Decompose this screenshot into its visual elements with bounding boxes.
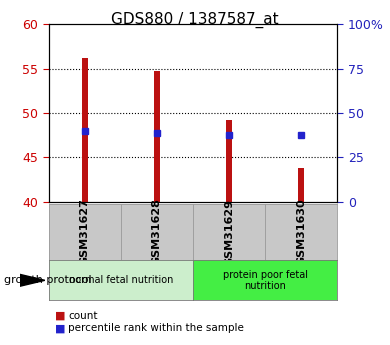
Text: ■: ■ <box>55 311 65 321</box>
Text: GSM31628: GSM31628 <box>152 199 162 265</box>
Bar <box>298 168 304 202</box>
Text: GSM31627: GSM31627 <box>80 199 90 265</box>
Text: protein poor fetal
nutrition: protein poor fetal nutrition <box>223 269 308 291</box>
Text: count: count <box>68 311 98 321</box>
Text: percentile rank within the sample: percentile rank within the sample <box>68 324 244 333</box>
Text: ■: ■ <box>55 324 65 333</box>
Text: GDS880 / 1387587_at: GDS880 / 1387587_at <box>111 12 279 28</box>
Text: normal fetal nutrition: normal fetal nutrition <box>69 275 173 285</box>
Bar <box>154 71 160 202</box>
Text: GSM31630: GSM31630 <box>296 199 306 265</box>
Polygon shape <box>20 274 45 286</box>
Text: GSM31629: GSM31629 <box>224 198 234 266</box>
Text: growth protocol: growth protocol <box>4 275 92 285</box>
Bar <box>226 120 232 202</box>
Bar <box>82 58 88 202</box>
